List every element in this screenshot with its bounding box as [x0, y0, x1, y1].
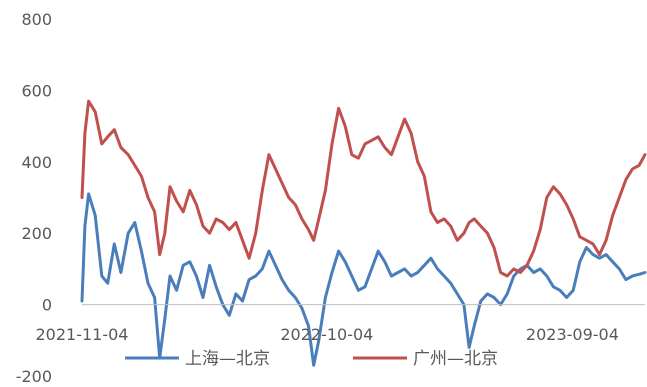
legend-label-1: 上海—北京: [185, 349, 270, 369]
y-tick-label: 200: [21, 224, 52, 243]
series-line-2: [80, 99, 647, 278]
series-line-1: [80, 192, 647, 367]
legend: 上海—北京 广州—北京: [125, 349, 498, 369]
y-tick-label: 600: [21, 81, 52, 100]
legend-label-2: 广州—北京: [413, 349, 498, 369]
x-tick-label: 2022-10-04: [280, 325, 373, 344]
plot-area: [80, 99, 647, 367]
y-axis-tick-labels: -200 0 200 400 600 800: [16, 10, 52, 386]
x-axis-tick-labels: 2021-11-04 2022-10-04 2023-09-04: [36, 325, 619, 344]
y-tick-label: 0: [42, 296, 52, 315]
y-tick-label: -200: [16, 367, 52, 386]
x-tick-label: 2023-09-04: [526, 325, 619, 344]
x-tick-label: 2021-11-04: [36, 325, 129, 344]
y-tick-label: 800: [21, 10, 52, 29]
y-tick-label: 400: [21, 153, 52, 172]
